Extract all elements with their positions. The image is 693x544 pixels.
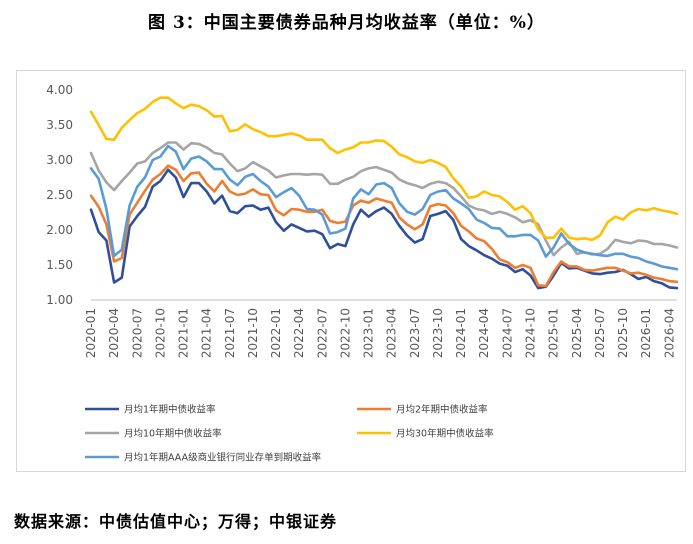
x-tick-label: 2025-01 — [547, 308, 561, 358]
x-tick-label: 2020-07 — [130, 308, 144, 358]
series-line-3 — [89, 141, 679, 257]
y-tick-label: 1.50 — [46, 258, 73, 272]
y-tick-label: 3.00 — [46, 153, 73, 167]
x-axis: 2020-01 2020-04 2020-07 2020-10 2021-01 2021-… — [84, 299, 677, 358]
x-tick-label: 2022-04 — [292, 308, 306, 358]
x-tick-label: 2024-04 — [477, 308, 491, 358]
x-tick-label: 2026-04 — [662, 308, 676, 358]
x-tick-label: 2022-10 — [338, 308, 352, 358]
y-axis: 1.00 1.50 2.00 2.50 3.00 3.50 4.00 — [46, 83, 73, 307]
figure-title: 图 3：中国主要债券品种月均收益率（单位：%） — [148, 13, 545, 33]
legend-label: 月均2年期中债收益率 — [396, 404, 488, 416]
x-tick-label: 2025-04 — [570, 308, 584, 358]
x-tick-label: 2020-10 — [153, 308, 167, 358]
y-tick-label: 2.00 — [46, 223, 73, 237]
series-line-4 — [89, 96, 679, 242]
x-tick-label: 2024-01 — [454, 308, 468, 358]
x-tick-label: 2025-10 — [616, 308, 630, 358]
y-tick-label: 3.50 — [46, 118, 73, 132]
x-tick-label: 2022-07 — [315, 308, 329, 358]
y-tick-label: 1.00 — [46, 293, 73, 307]
x-tick-label: 2026-01 — [639, 308, 653, 358]
y-tick-label: 4.00 — [46, 83, 73, 97]
legend-label: 月均1年期AAA级商业银行同业存单到期收益率 — [124, 452, 322, 464]
x-tick-label: 2021-04 — [200, 308, 214, 358]
x-tick-label: 2021-10 — [246, 308, 260, 358]
chart-frame: 1.00 1.50 2.00 2.50 3.00 3.50 4.00 2020-01 2020… — [16, 70, 686, 472]
x-tick-label: 2023-10 — [431, 308, 445, 358]
source-note: 数据来源：中债估值中心；万得；中银证券 — [14, 512, 338, 531]
x-tick-label: 2021-07 — [223, 308, 237, 358]
x-tick-label: 2023-01 — [362, 308, 376, 358]
legend-label: 月均30年期中债收益率 — [396, 428, 494, 440]
x-tick-label: 2025-07 — [593, 308, 607, 358]
x-tick-label: 2023-07 — [408, 308, 422, 358]
x-tick-label: 2022-01 — [269, 308, 283, 358]
x-tick-label: 2024-10 — [524, 308, 538, 358]
x-tick-label: 2021-01 — [177, 308, 191, 358]
series-lines — [89, 96, 679, 290]
legend-label: 月均10年期中债收益率 — [124, 428, 222, 440]
y-tick-label: 2.50 — [46, 188, 73, 202]
x-tick-label: 2024-07 — [500, 308, 514, 358]
series-line-5 — [89, 144, 679, 271]
x-tick-label: 2020-01 — [84, 308, 98, 358]
x-tick-label: 2023-04 — [385, 308, 399, 358]
x-tick-label: 2020-04 — [107, 308, 121, 358]
legend-label: 月均1年期中债收益率 — [124, 404, 216, 416]
line-chart: 1.001.502.002.503.003.504.00 2020-01 2020… — [46, 83, 679, 464]
series-line-2 — [89, 164, 679, 288]
